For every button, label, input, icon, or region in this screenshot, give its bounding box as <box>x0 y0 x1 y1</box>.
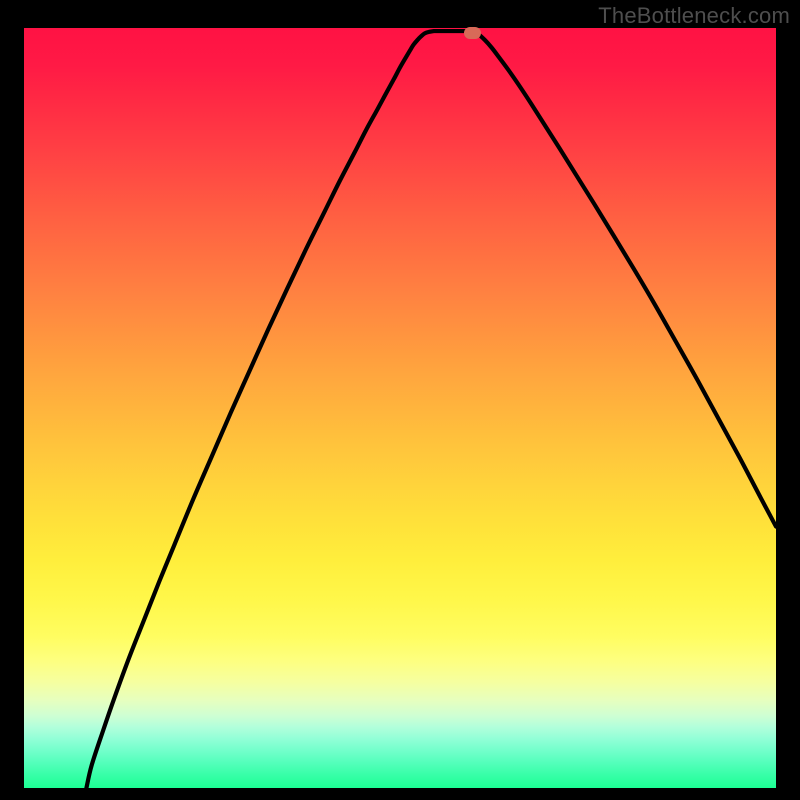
chart-background-gradient <box>24 28 776 788</box>
chart-container: TheBottleneck.com <box>0 0 800 800</box>
chart-plot-area <box>24 28 776 788</box>
watermark-text: TheBottleneck.com <box>598 3 790 29</box>
optimal-point-marker <box>464 27 481 39</box>
